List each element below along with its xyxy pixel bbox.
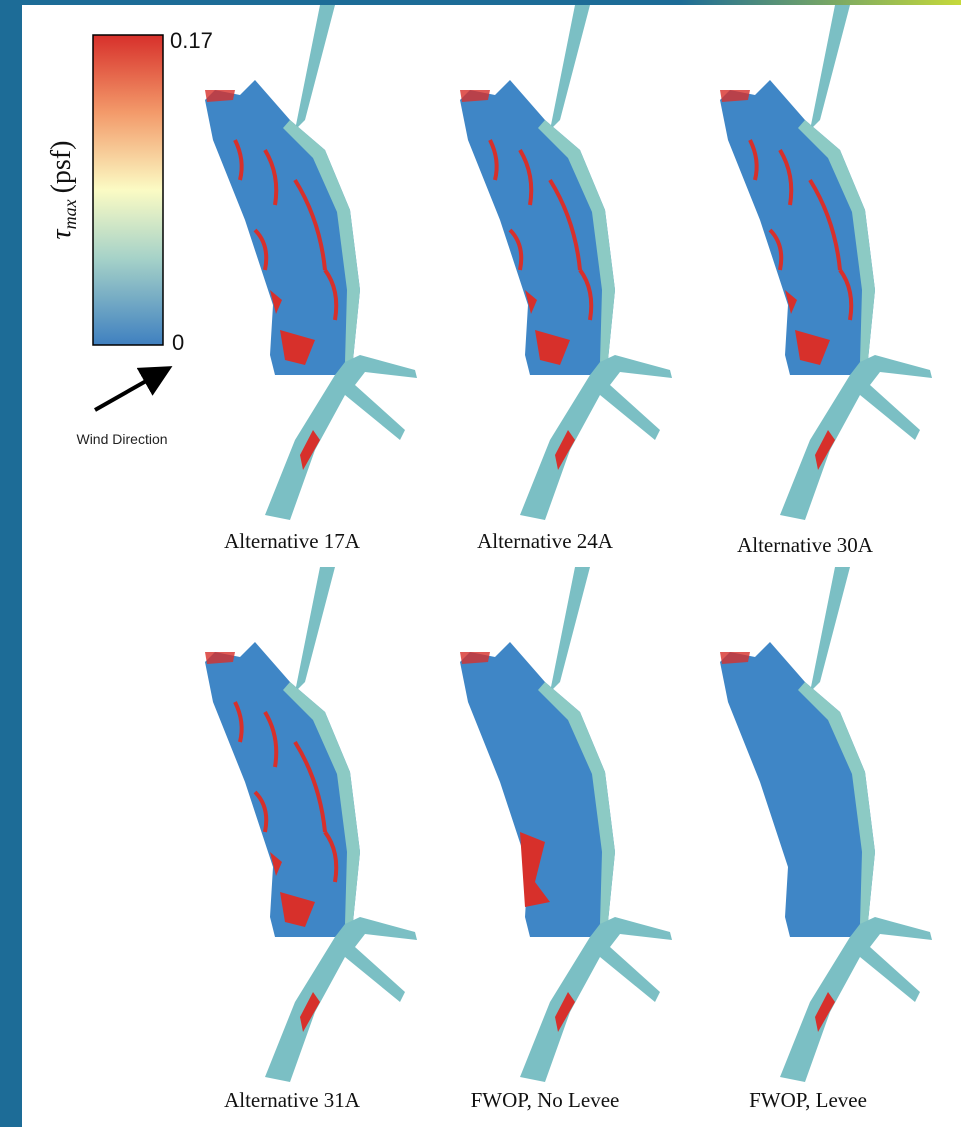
map-panel — [460, 5, 672, 520]
map — [720, 567, 932, 1082]
panel-caption: FWOP, No Levee — [471, 1088, 620, 1112]
colorbar — [93, 35, 163, 345]
wind-label: Wind Direction — [76, 431, 167, 447]
map-panel — [205, 5, 417, 520]
colorbar-label: τmax(psf) — [46, 141, 80, 240]
figure: 0.17 0 τmax(psf) Wind Direction Alternat… — [0, 0, 961, 1127]
map — [205, 5, 417, 520]
label-unit: (psf) — [46, 141, 77, 194]
colorbar-min: 0 — [172, 330, 184, 355]
wind-arrow — [95, 372, 162, 410]
label-subscript: max — [60, 199, 80, 229]
map — [205, 567, 417, 1082]
map — [460, 5, 672, 520]
map — [460, 567, 672, 1082]
panel-caption: Alternative 24A — [477, 529, 614, 553]
panels: Alternative 17A Alternative 24A Alternativ… — [205, 5, 932, 1112]
top-bar — [22, 0, 961, 5]
panel-caption: Alternative 17A — [224, 529, 361, 553]
panel-caption: FWOP, Levee — [749, 1088, 867, 1112]
map-panel — [460, 567, 672, 1082]
map — [720, 5, 932, 520]
colorbar-max: 0.17 — [170, 28, 213, 53]
panel-caption: Alternative 31A — [224, 1088, 361, 1112]
map-panel — [205, 567, 417, 1082]
side-bar — [0, 0, 22, 1127]
panel-caption: Alternative 30A — [737, 533, 874, 557]
map-panel — [720, 5, 932, 520]
map-panel — [720, 567, 932, 1082]
